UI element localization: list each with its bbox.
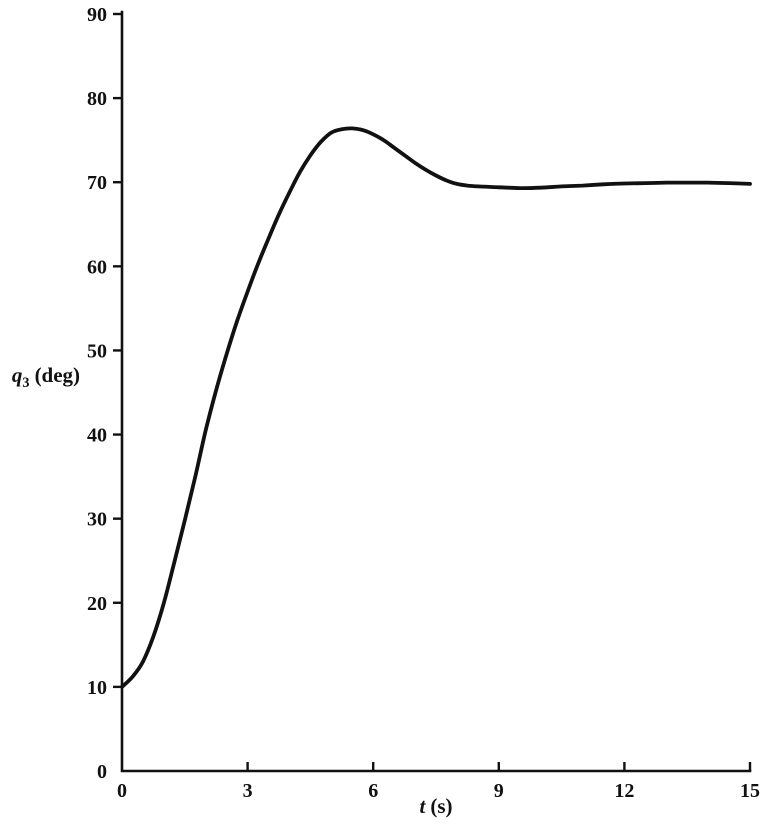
y-tick-label: 60 (87, 256, 107, 278)
y-tick-label: 10 (87, 677, 107, 699)
y-tick-label: 40 (87, 425, 107, 447)
y-tick-label: 0 (97, 761, 107, 783)
y-tick-label: 30 (87, 509, 107, 531)
y-tick-label: 20 (87, 593, 107, 615)
x-axis-variable: t (419, 794, 426, 818)
x-tick-label: 12 (614, 780, 634, 802)
y-tick-label: 50 (87, 340, 107, 362)
y-axis-variable: q (11, 363, 23, 387)
x-tick-label: 15 (740, 780, 760, 802)
y-axis-unit: (deg) (34, 363, 81, 387)
y-axis-label: q3 (deg) (0, 363, 92, 392)
axes (120, 10, 752, 773)
x-tick-label: 0 (117, 780, 127, 802)
x-axis-label: t (s) (122, 794, 750, 819)
y-tick-label: 70 (87, 172, 107, 194)
y-tick-label: 80 (87, 88, 107, 110)
y-tick-label: 90 (87, 4, 107, 26)
x-tick-label: 9 (494, 780, 504, 802)
x-tick-label: 6 (368, 780, 378, 802)
x-axis-unit: (s) (430, 794, 453, 818)
y-axis-subscript: 3 (22, 375, 30, 392)
response-curve (120, 126, 752, 689)
x-tick-label: 3 (243, 780, 253, 802)
